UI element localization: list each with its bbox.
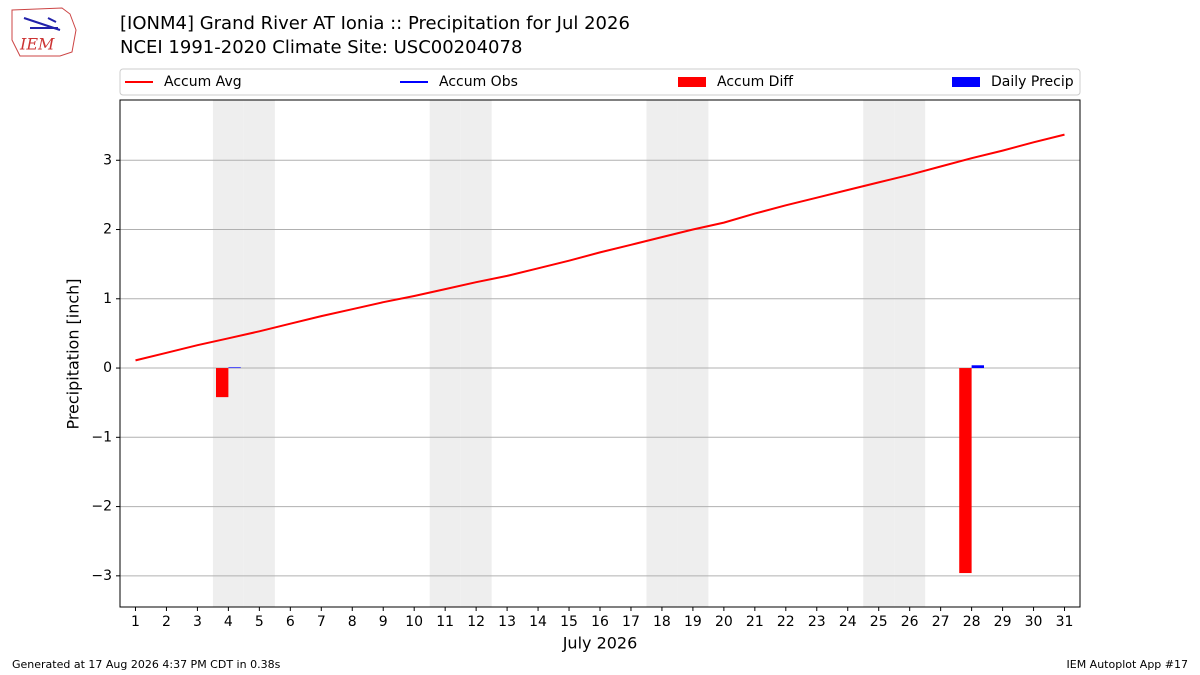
x-tick-label: 27 <box>932 614 950 630</box>
x-tick-label: 10 <box>405 614 423 630</box>
x-tick-label: 29 <box>994 614 1012 630</box>
legend-label: Accum Avg <box>164 74 242 90</box>
x-tick-label: 7 <box>317 614 326 630</box>
weekend-shade <box>863 100 895 607</box>
y-tick-label: 2 <box>103 222 112 238</box>
y-tick-label: −2 <box>91 499 112 515</box>
bar <box>959 368 972 574</box>
x-tick-label: 28 <box>963 614 981 630</box>
weekend-shade <box>894 100 926 607</box>
x-tick-label: 11 <box>436 614 454 630</box>
x-tick-label: 4 <box>224 614 233 630</box>
x-tick-label: 17 <box>622 614 640 630</box>
x-tick-label: 15 <box>560 614 578 630</box>
y-tick-label: 0 <box>103 360 112 376</box>
y-tick-label: 1 <box>103 291 112 307</box>
x-axis-label: July 2026 <box>562 634 638 653</box>
x-tick-label: 19 <box>684 614 702 630</box>
weekend-shade <box>460 100 492 607</box>
x-tick-label: 13 <box>498 614 516 630</box>
chart-title: [IONM4] Grand River AT Ionia :: Precipit… <box>120 13 630 34</box>
legend-swatch <box>952 77 980 87</box>
x-tick-label: 14 <box>529 614 547 630</box>
weekend-shade <box>429 100 461 607</box>
series-line <box>135 133 1065 362</box>
footer-right: IEM Autoplot App #17 <box>1067 658 1189 671</box>
x-tick-label: 18 <box>653 614 671 630</box>
x-tick-label: 24 <box>839 614 857 630</box>
x-tick-label: 22 <box>777 614 795 630</box>
y-tick-label: −1 <box>91 429 112 445</box>
y-tick-label: −3 <box>91 568 112 584</box>
y-tick-label: 3 <box>103 152 112 168</box>
x-tick-label: 3 <box>193 614 202 630</box>
legend-label: Accum Obs <box>439 74 518 90</box>
plot-frame <box>119 99 1081 608</box>
x-tick-label: 9 <box>379 614 388 630</box>
legend-label: Accum Diff <box>717 74 793 90</box>
x-tick-label: 8 <box>348 614 357 630</box>
logo-icon <box>23 17 61 31</box>
x-tick-label: 31 <box>1056 614 1074 630</box>
x-tick-label: 6 <box>286 614 295 630</box>
x-tick-label: 26 <box>901 614 919 630</box>
x-tick-label: 20 <box>715 614 733 630</box>
logo: IEM <box>11 7 77 57</box>
legend-swatch <box>678 77 706 87</box>
legend-box <box>119 68 1081 96</box>
x-tick-label: 5 <box>255 614 264 630</box>
weekend-shade <box>646 100 678 607</box>
chart-subtitle: NCEI 1991-2020 Climate Site: USC00204078 <box>120 37 522 58</box>
x-tick-label: 2 <box>162 614 171 630</box>
y-axis-label: Precipitation [inch] <box>64 278 83 429</box>
x-tick-label: 30 <box>1025 614 1043 630</box>
weekend-shade <box>243 100 275 607</box>
x-tick-label: 21 <box>746 614 764 630</box>
x-tick-label: 23 <box>808 614 826 630</box>
bar <box>228 367 241 369</box>
bar <box>971 365 984 369</box>
logo-text: IEM <box>19 35 55 54</box>
weekend-shade <box>677 100 709 607</box>
footer-left: Generated at 17 Aug 2026 4:37 PM CDT in … <box>12 658 281 671</box>
logo-outline <box>11 7 77 57</box>
x-tick-label: 12 <box>467 614 485 630</box>
x-tick-label: 16 <box>591 614 609 630</box>
x-tick-label: 25 <box>870 614 888 630</box>
bar <box>216 368 229 398</box>
legend-label: Daily Precip <box>991 74 1074 90</box>
x-tick-label: 1 <box>131 614 140 630</box>
weekend-shade <box>212 100 244 607</box>
